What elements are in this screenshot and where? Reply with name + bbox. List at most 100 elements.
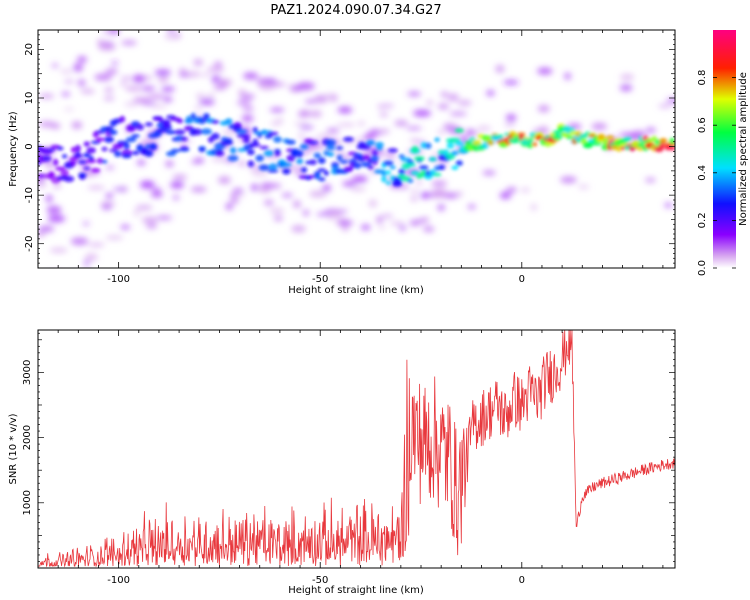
spectrogram-blob bbox=[394, 120, 409, 127]
colorbar-tick-label: 0.6 bbox=[697, 117, 708, 133]
spectrogram-blob bbox=[59, 69, 73, 74]
spectrogram-blob bbox=[74, 144, 81, 152]
spectrogram-blob bbox=[273, 216, 283, 221]
spectrogram-blob bbox=[131, 150, 140, 156]
spectrogram-blob bbox=[131, 134, 140, 138]
spectrogram-blob bbox=[46, 206, 62, 214]
spectrogram-blob bbox=[342, 181, 357, 187]
spectrogram-blob bbox=[258, 82, 277, 90]
spectrogram-blob bbox=[133, 209, 140, 217]
spectrogram-blob bbox=[125, 85, 143, 92]
spectrogram-blob bbox=[390, 221, 405, 226]
spectrogram-blob bbox=[47, 272, 64, 279]
spectrogram-blob bbox=[314, 173, 321, 180]
spectrogram-blob bbox=[192, 128, 203, 136]
spectrogram-blob bbox=[83, 152, 91, 158]
spectrogram-blob bbox=[247, 149, 255, 156]
spectrogram-blob bbox=[381, 214, 394, 218]
spectrogram-blob bbox=[293, 122, 309, 126]
spectrogram-blob bbox=[95, 137, 105, 142]
spectrogram-blob bbox=[619, 84, 633, 92]
spectrogram-blob bbox=[147, 94, 166, 99]
spectrogram-blob bbox=[299, 143, 309, 150]
spectrogram-blob bbox=[156, 216, 173, 220]
spectrogram-blob bbox=[437, 204, 445, 211]
snr-series-line bbox=[38, 330, 675, 568]
spectrogram-blob bbox=[85, 171, 94, 177]
spectrogram-blob bbox=[201, 128, 212, 135]
spectrogram-blob bbox=[299, 125, 314, 129]
spectrogram-blob bbox=[252, 138, 259, 146]
spectrogram-blob bbox=[198, 146, 206, 151]
spectrogram-blob bbox=[178, 73, 190, 77]
spectrogram-blob bbox=[317, 168, 327, 172]
spectrogram-blob bbox=[371, 155, 379, 162]
spectrogram-blob bbox=[236, 100, 252, 105]
spectrogram-blob bbox=[207, 92, 215, 99]
spectrogram-blob bbox=[448, 124, 458, 128]
spectrogram-blob bbox=[260, 182, 274, 189]
spectrogram-blob bbox=[410, 196, 418, 202]
spectrogram-blob bbox=[454, 128, 464, 133]
spectrogram-blob bbox=[582, 141, 594, 149]
spectrogram-blob bbox=[326, 128, 340, 134]
spectrogram-blob bbox=[109, 129, 118, 135]
spectrogram-blob bbox=[207, 67, 225, 72]
spectrogram-blob bbox=[113, 187, 128, 191]
spectrogram-blob bbox=[98, 43, 116, 51]
spectrogram-blob bbox=[170, 181, 185, 189]
spectrogram-blob bbox=[211, 155, 226, 163]
spectrogram-blob bbox=[80, 88, 95, 94]
spectrogram-blob bbox=[414, 156, 425, 162]
spectrogram-blob bbox=[591, 141, 603, 146]
spectrogram-blob bbox=[96, 157, 104, 164]
spectrogram-blob bbox=[190, 186, 207, 193]
spectrogram-blob bbox=[467, 204, 476, 210]
spectrogram-blob bbox=[140, 180, 155, 189]
spectrogram-blob bbox=[387, 148, 398, 153]
spectrogram-blob bbox=[623, 137, 632, 142]
spectrogram-blob bbox=[45, 162, 56, 170]
spectrogram-blob bbox=[136, 160, 146, 166]
spectrogram-blob bbox=[84, 253, 98, 262]
spectrogram-blob bbox=[631, 130, 647, 139]
snr-ticks: -100 -50 0 1000 2000 3000 bbox=[22, 330, 675, 586]
spectrogram-blob bbox=[646, 127, 656, 133]
snr-panel: -100 -50 0 1000 2000 3000 Height of straight … bbox=[8, 329, 676, 596]
spectrogram-blob bbox=[105, 193, 114, 199]
spectrogram-blob bbox=[669, 137, 675, 145]
spectrogram-blob bbox=[225, 203, 233, 210]
spectrogram-blob bbox=[419, 165, 429, 171]
spectrogram-blob bbox=[215, 150, 225, 157]
spectrogram-blob bbox=[100, 202, 117, 206]
spectrogram-blob bbox=[64, 80, 75, 83]
spectrogram-blob bbox=[38, 182, 47, 189]
spectrogram-blob bbox=[83, 260, 90, 266]
spectrogram-blob bbox=[242, 134, 250, 141]
snr-y-tick-label: 2000 bbox=[22, 425, 33, 450]
spectrogram-blob bbox=[385, 170, 391, 175]
spectrogram-blob bbox=[285, 139, 296, 145]
spectrogram-blob bbox=[101, 159, 108, 164]
spectrogram-blob bbox=[225, 118, 233, 125]
spectrogram-blob bbox=[434, 137, 440, 143]
spectrogram-blob bbox=[121, 153, 132, 159]
spectrogram-blob bbox=[259, 145, 269, 150]
spectrogram-blob bbox=[172, 195, 180, 200]
spectrogram-blob bbox=[119, 82, 127, 86]
spectrogram-blob bbox=[274, 149, 281, 157]
spectrogram-blob bbox=[232, 188, 244, 194]
spectrogram-blob bbox=[368, 199, 378, 208]
spectrogram-blob bbox=[101, 146, 108, 152]
spectrogram-blob bbox=[455, 141, 464, 146]
spectrogram-blob bbox=[114, 150, 122, 158]
colorbar-ticks: 0.0 0.2 0.4 0.6 0.8 bbox=[697, 70, 736, 276]
spectrogram-blob bbox=[449, 137, 461, 143]
spectrogram-blob bbox=[336, 146, 344, 150]
spectrogram-blob bbox=[350, 186, 366, 192]
spectrogram-blob bbox=[341, 225, 349, 232]
spectrogram-blob bbox=[392, 179, 403, 187]
spectrogram-blob bbox=[42, 155, 52, 162]
spectrogram-blob bbox=[38, 225, 55, 232]
